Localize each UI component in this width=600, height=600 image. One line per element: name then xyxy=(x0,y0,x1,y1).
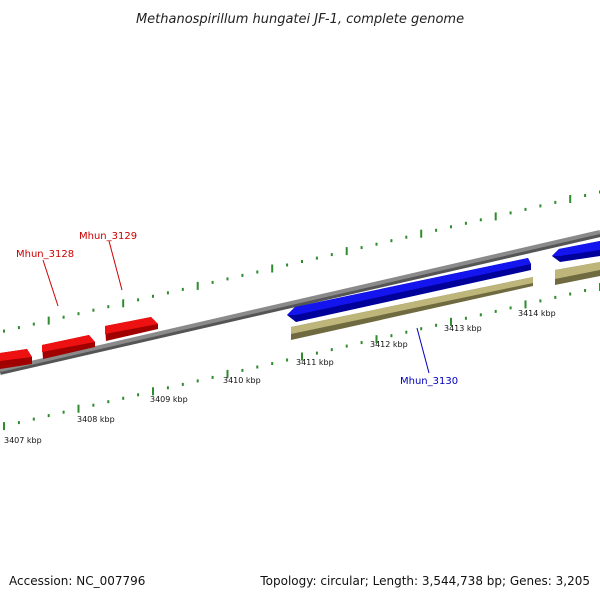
genome-summary-text: Topology: circular; Length: 3,544,738 bp… xyxy=(260,574,590,588)
gene-mhun-3129[interactable] xyxy=(105,317,158,341)
gene-label-mhun-3130[interactable]: Mhun_3130 xyxy=(400,376,458,387)
scale-label: 3413 kbp xyxy=(444,324,482,333)
scale-label: 3414 kbp xyxy=(518,309,556,318)
scale-label: 3407 kbp xyxy=(4,436,42,445)
cds-track-next xyxy=(555,262,600,285)
gene-label-leader xyxy=(42,259,59,307)
cds-track-mhun-3130 xyxy=(291,277,533,340)
genome-backbone xyxy=(0,230,600,372)
gene-next-blue[interactable] xyxy=(552,241,600,262)
gene-mhun-3130-blue[interactable] xyxy=(287,258,531,322)
accession-text: Accession: NC_007796 xyxy=(9,574,146,588)
scale-label: 3409 kbp xyxy=(150,395,188,404)
scale-label: 3412 kbp xyxy=(370,340,408,349)
outer-tick-track xyxy=(3,190,600,333)
gene-label-leader xyxy=(416,327,430,374)
map-title: Methanospirillum hungatei JF-1, complete… xyxy=(136,12,464,27)
gene-label-leader xyxy=(108,240,123,291)
gene-label-mhun-3128[interactable]: Mhun_3128 xyxy=(16,249,74,260)
gene-mhun-3127[interactable] xyxy=(0,349,32,369)
scale-label: 3408 kbp xyxy=(77,415,115,424)
gene-mhun-3128[interactable] xyxy=(42,335,95,359)
scale-label: 3411 kbp xyxy=(296,358,334,367)
scale-label: 3410 kbp xyxy=(223,376,261,385)
inner-tick-track xyxy=(3,283,600,431)
gene-label-mhun-3129[interactable]: Mhun_3129 xyxy=(79,231,137,242)
